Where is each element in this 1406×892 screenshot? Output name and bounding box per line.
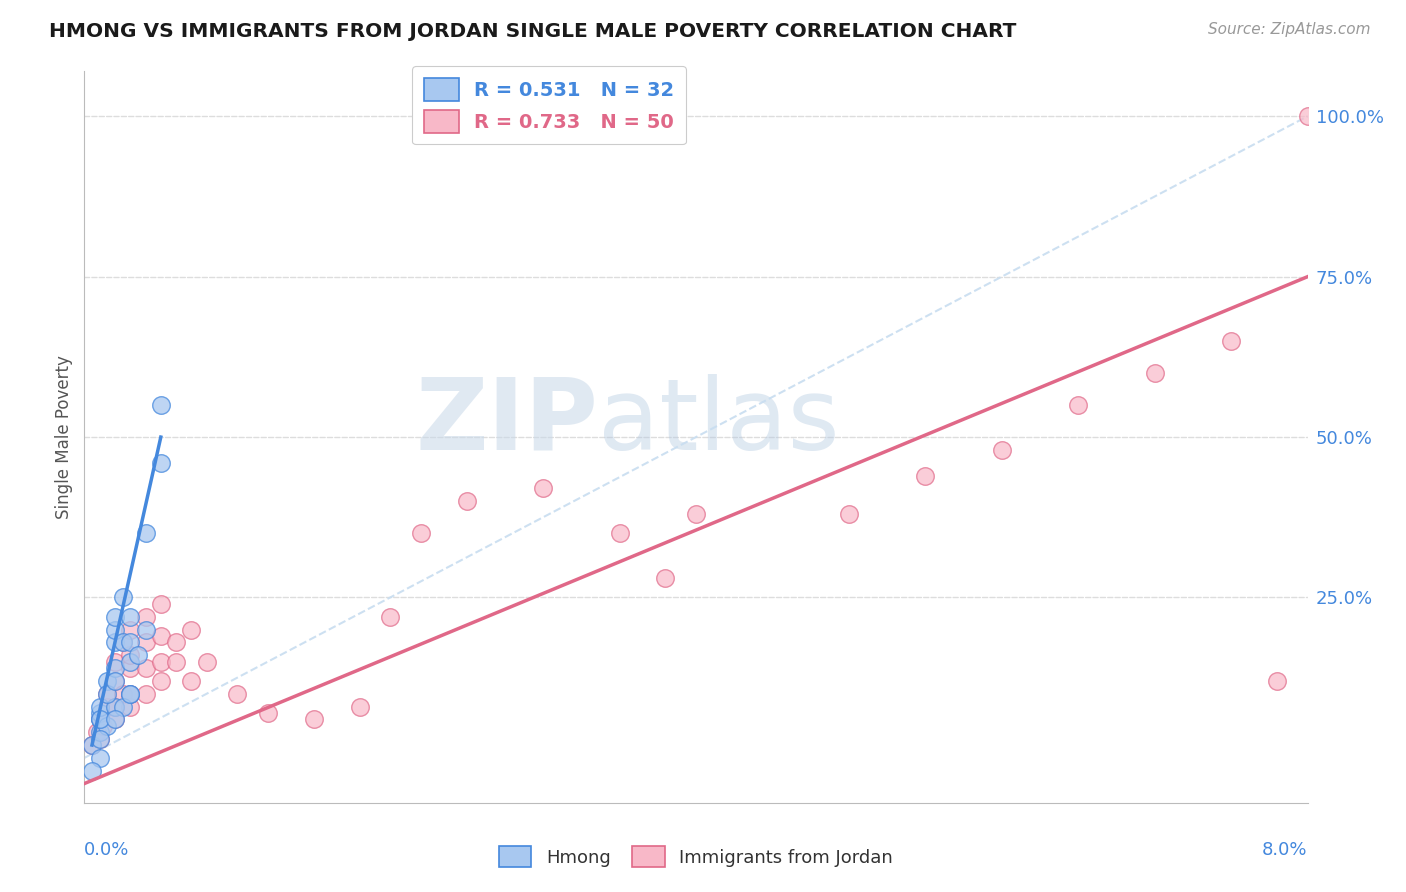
Point [104, 655, 127, 669]
Point [89, 706, 111, 720]
Point [349, 699, 371, 714]
Point [135, 687, 157, 701]
Text: 8.0%: 8.0% [1263, 841, 1308, 859]
Point [195, 655, 218, 669]
Point [96, 699, 118, 714]
Point [120, 648, 142, 663]
Text: HMONG VS IMMIGRANTS FROM JORDAN SINGLE MALE POVERTY CORRELATION CHART: HMONG VS IMMIGRANTS FROM JORDAN SINGLE M… [49, 22, 1017, 41]
Point [127, 648, 149, 663]
Point [89, 751, 111, 765]
Point [111, 635, 134, 649]
Point [104, 712, 127, 726]
Point [111, 635, 134, 649]
Point [120, 609, 142, 624]
Legend: Hmong, Immigrants from Jordan: Hmong, Immigrants from Jordan [492, 839, 900, 874]
Point [149, 629, 172, 643]
Point [135, 635, 157, 649]
Point [609, 526, 631, 541]
Text: 0.0%: 0.0% [84, 841, 129, 859]
Text: atlas: atlas [598, 374, 839, 471]
Point [96, 673, 118, 688]
Point [1265, 673, 1288, 688]
Text: Source: ZipAtlas.com: Source: ZipAtlas.com [1208, 22, 1371, 37]
Point [89, 712, 111, 726]
Point [1143, 366, 1166, 380]
Point [120, 699, 142, 714]
Point [838, 507, 860, 521]
Point [104, 673, 127, 688]
Point [914, 468, 936, 483]
Point [135, 623, 157, 637]
Point [135, 609, 157, 624]
Point [149, 597, 172, 611]
Point [180, 673, 202, 688]
Point [89, 712, 111, 726]
Point [104, 623, 127, 637]
Point [96, 687, 118, 701]
Point [104, 673, 127, 688]
Point [456, 494, 478, 508]
Point [104, 635, 127, 649]
Point [380, 609, 402, 624]
Point [104, 712, 127, 726]
Point [302, 712, 325, 726]
Point [135, 661, 157, 675]
Y-axis label: Single Male Poverty: Single Male Poverty [55, 355, 73, 519]
Point [149, 456, 172, 470]
Point [149, 398, 172, 412]
Point [104, 699, 127, 714]
Point [104, 661, 127, 675]
Point [104, 699, 127, 714]
Point [111, 591, 134, 605]
Point [80, 764, 103, 778]
Point [135, 526, 157, 541]
Point [111, 687, 134, 701]
Point [165, 655, 187, 669]
Point [1067, 398, 1090, 412]
Point [104, 609, 127, 624]
Point [91, 719, 114, 733]
Point [89, 699, 111, 714]
Point [120, 687, 142, 701]
Point [89, 731, 111, 746]
Point [80, 738, 103, 752]
Point [226, 687, 249, 701]
Point [120, 655, 142, 669]
Point [685, 507, 707, 521]
Point [531, 482, 554, 496]
Text: ZIP: ZIP [415, 374, 598, 471]
Point [180, 623, 202, 637]
Point [96, 687, 118, 701]
Point [149, 655, 172, 669]
Point [257, 706, 280, 720]
Point [96, 719, 118, 733]
Point [120, 687, 142, 701]
Point [120, 623, 142, 637]
Point [89, 725, 111, 739]
Point [654, 571, 676, 585]
Point [80, 738, 103, 752]
Point [1220, 334, 1243, 348]
Point [149, 673, 172, 688]
Point [120, 687, 142, 701]
Point [89, 712, 111, 726]
Point [165, 635, 187, 649]
Point [1296, 109, 1319, 123]
Point [120, 661, 142, 675]
Point [120, 635, 142, 649]
Point [991, 442, 1014, 457]
Point [409, 526, 432, 541]
Point [86, 725, 108, 739]
Point [111, 699, 134, 714]
Point [89, 731, 111, 746]
